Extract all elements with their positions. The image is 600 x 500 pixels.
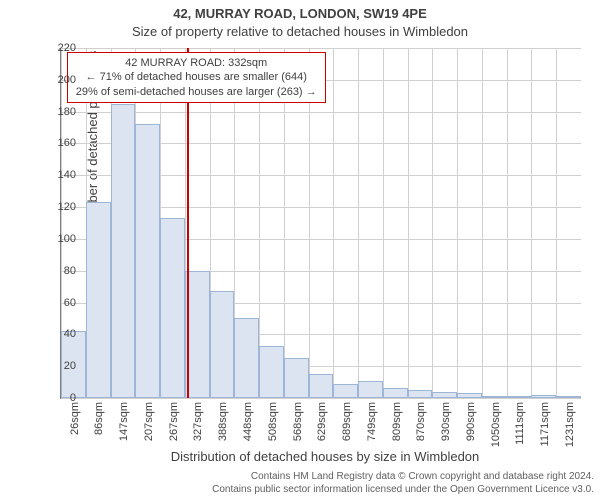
y-tick: 200 [58, 74, 76, 86]
gridline-h [61, 398, 581, 399]
y-tick: 60 [64, 297, 76, 309]
x-tick: 1111sqm [514, 402, 526, 445]
x-tick: 1050sqm [490, 402, 502, 447]
histogram-bar [333, 384, 358, 398]
x-tick: 508sqm [267, 402, 279, 441]
marker-annotation: 42 MURRAY ROAD: 332sqm ← 71% of detached… [67, 52, 326, 103]
footer-attribution: Contains HM Land Registry data © Crown c… [0, 471, 594, 496]
y-tick: 160 [58, 137, 76, 149]
gridline-v [383, 48, 384, 398]
x-tick: 809sqm [391, 402, 403, 441]
histogram-bar [383, 388, 408, 398]
gridline-v [507, 48, 508, 398]
x-tick: 629sqm [316, 402, 328, 441]
histogram-bar [358, 381, 383, 399]
x-axis-label: Distribution of detached houses by size … [60, 449, 590, 464]
gridline-v [531, 48, 532, 398]
y-tick: 140 [58, 169, 76, 181]
x-tick: 327sqm [192, 402, 204, 441]
histogram-bar [309, 374, 334, 398]
histogram-bar [507, 396, 532, 398]
footer-line: Contains public sector information licen… [0, 484, 594, 497]
histogram-bar [234, 318, 259, 398]
gridline-h [61, 112, 581, 113]
gridline-v [556, 48, 557, 398]
y-tick: 100 [58, 233, 76, 245]
histogram-bar [408, 390, 433, 398]
y-tick: 80 [64, 265, 76, 277]
histogram-bar [160, 218, 185, 398]
x-tick: 1171sqm [539, 402, 551, 446]
plot-area: 42 MURRAY ROAD: 332sqm ← 71% of detached… [60, 48, 581, 399]
y-tick: 20 [64, 360, 76, 372]
gridline-v [358, 48, 359, 398]
annotation-line: 29% of semi-detached houses are larger (… [76, 85, 317, 99]
y-tick: 180 [58, 106, 76, 118]
x-tick: 86sqm [93, 402, 105, 435]
gridline-v [482, 48, 483, 398]
gridline-v [333, 48, 334, 398]
histogram-bar [432, 392, 457, 398]
chart-title: 42, MURRAY ROAD, LONDON, SW19 4PE [0, 6, 600, 21]
gridline-v [408, 48, 409, 398]
histogram-bar [556, 396, 581, 398]
x-tick: 990sqm [465, 402, 477, 441]
x-tick: 689sqm [341, 402, 353, 441]
x-tick: 1231sqm [564, 402, 576, 447]
gridline-v [432, 48, 433, 398]
x-tick: 930sqm [440, 402, 452, 441]
histogram-bar [210, 291, 235, 398]
annotation-line: ← 71% of detached houses are smaller (64… [76, 70, 317, 84]
footer-line: Contains HM Land Registry data © Crown c… [0, 471, 594, 484]
chart-container: 42, MURRAY ROAD, LONDON, SW19 4PE Size o… [0, 0, 600, 500]
annotation-line: 42 MURRAY ROAD: 332sqm [76, 56, 317, 70]
y-tick: 120 [58, 201, 76, 213]
x-tick: 749sqm [366, 402, 378, 441]
x-tick: 267sqm [168, 402, 180, 441]
chart-subtitle: Size of property relative to detached ho… [0, 24, 600, 39]
x-tick: 448sqm [242, 402, 254, 441]
histogram-bar [531, 395, 556, 398]
x-tick: 207sqm [143, 402, 155, 441]
x-tick: 26sqm [69, 402, 81, 435]
histogram-bar [284, 358, 309, 398]
y-tick: 220 [58, 42, 76, 54]
y-tick: 40 [64, 328, 76, 340]
x-tick: 870sqm [415, 402, 427, 441]
x-tick: 388sqm [217, 402, 229, 441]
histogram-bar [259, 346, 284, 399]
x-tick: 147sqm [118, 402, 130, 441]
gridline-h [61, 48, 581, 49]
histogram-bar [111, 104, 136, 398]
gridline-v [457, 48, 458, 398]
histogram-bar [86, 202, 111, 398]
x-tick: 568sqm [292, 402, 304, 441]
histogram-bar [135, 124, 160, 398]
histogram-bar [457, 393, 482, 398]
histogram-bar [482, 396, 507, 398]
